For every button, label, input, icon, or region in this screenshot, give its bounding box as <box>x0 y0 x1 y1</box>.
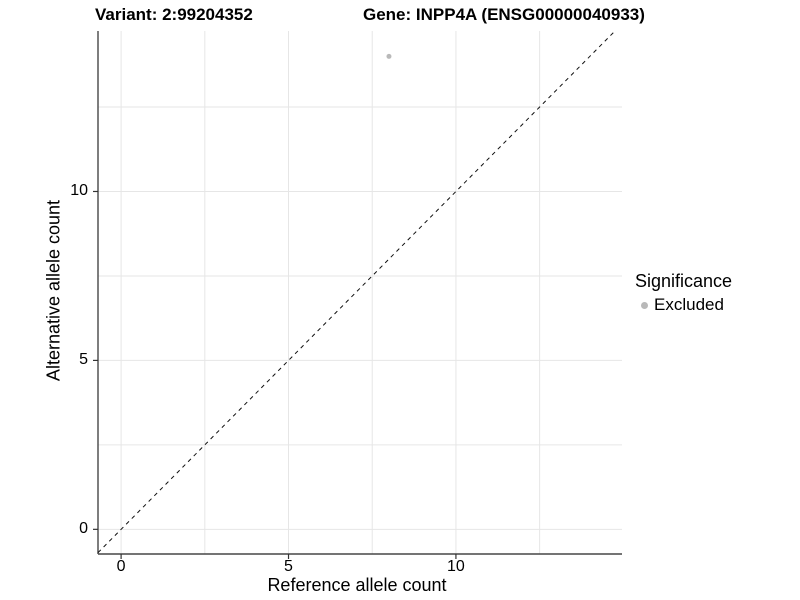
legend: Significance Excluded <box>635 270 732 315</box>
legend-point-icon <box>641 301 648 309</box>
x-tick-label: 5 <box>284 558 293 575</box>
gene-title: Gene: INPP4A (ENSG00000040933) <box>363 5 645 24</box>
y-axis-title: Alternative allele count <box>43 199 64 382</box>
legend-entry-label: Excluded <box>654 295 724 314</box>
y-tick-label: 0 <box>79 520 88 538</box>
y-tick-label: 10 <box>70 182 88 200</box>
variant-title: Variant: 2:99204352 <box>95 5 253 24</box>
identity-line <box>97 30 616 554</box>
x-tick-label: 10 <box>447 558 465 575</box>
x-tick-label: 0 <box>116 558 126 575</box>
legend-title: Significance <box>635 271 733 291</box>
y-tick-label: 5 <box>79 351 88 369</box>
legend-entry-excluded: Excluded <box>635 295 732 315</box>
data-point <box>386 53 392 59</box>
x-axis-title: Reference allele count <box>267 575 447 595</box>
